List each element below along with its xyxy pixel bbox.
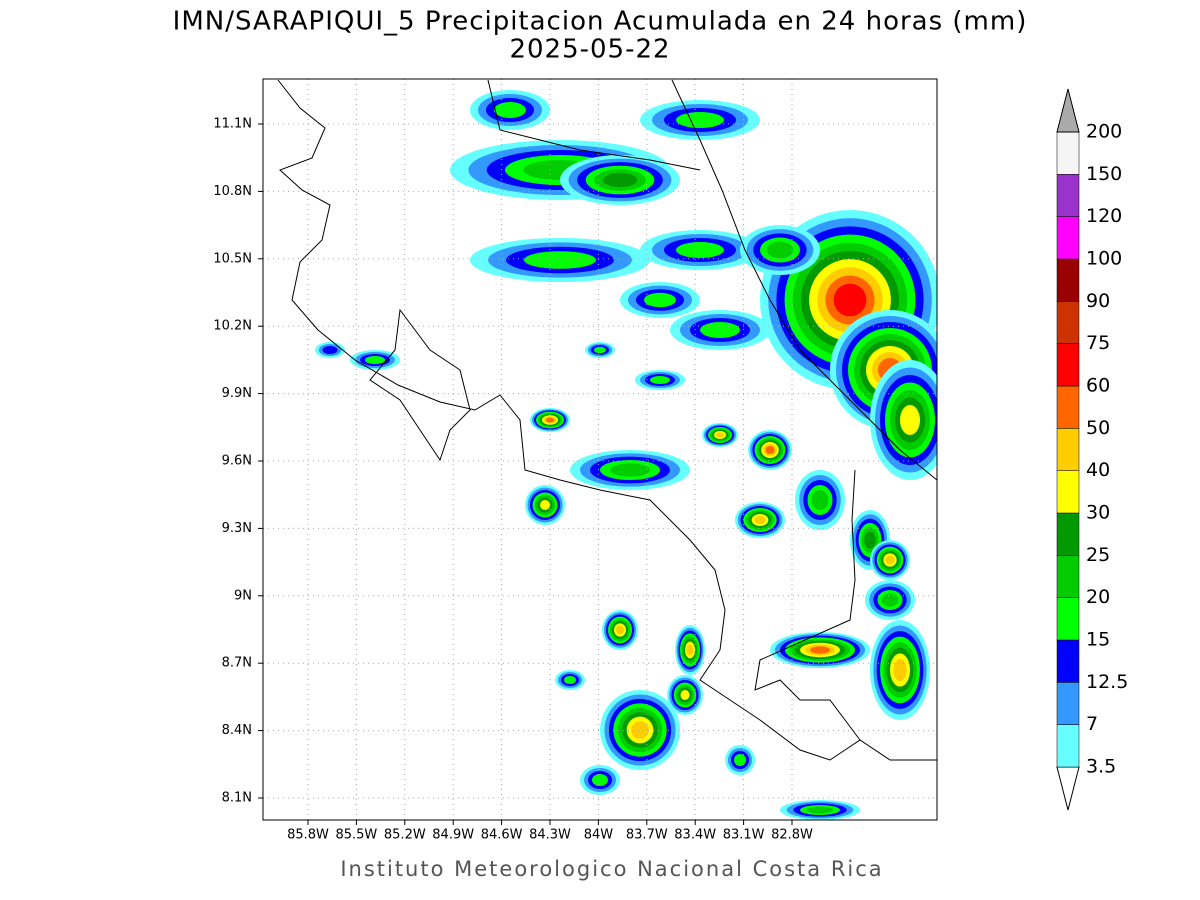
colorbar-low [1056, 766, 1080, 811]
precip-contour [602, 172, 638, 188]
colorbar-label: 120 [1086, 205, 1122, 227]
grid [258, 79, 937, 825]
colorbar-box [1056, 301, 1080, 344]
colorbar-box [1056, 131, 1080, 175]
precip-contour [365, 356, 385, 364]
colorbar-label: 3.5 [1086, 756, 1116, 778]
precip-contour [546, 417, 554, 423]
precip-contour [700, 322, 740, 338]
plot-frame [262, 78, 938, 821]
precip-contour [524, 251, 596, 269]
y-tick-label: 9N [234, 588, 252, 603]
precip-contour [810, 646, 830, 654]
precip-contour [644, 292, 676, 308]
precip-contour [686, 644, 694, 656]
x-tick-label: 84.3W [529, 828, 571, 843]
colorbar-box [1056, 724, 1080, 768]
precip-contour [811, 490, 829, 510]
precip-field [315, 90, 937, 820]
colorbar-label: 50 [1086, 417, 1110, 439]
y-tick-label: 11.1N [213, 117, 252, 132]
colorbar-label: 12.5 [1086, 671, 1128, 693]
colorbar-label: 7 [1086, 713, 1098, 735]
colorbar-label: 20 [1086, 586, 1110, 608]
precip-contour [766, 241, 794, 259]
precip-contour [564, 676, 576, 684]
precip-contour [893, 658, 907, 682]
y-tick-label: 10.8N [213, 184, 252, 199]
precip-contour [900, 405, 920, 435]
precip-contour [610, 463, 650, 477]
precip-contour [833, 283, 867, 317]
colorbar-box [1056, 682, 1080, 725]
colorbar-box [1056, 470, 1080, 514]
colorbar-label: 75 [1086, 332, 1110, 354]
precip-contour [734, 754, 746, 766]
x-tick-label: 83.4W [674, 828, 716, 843]
precip-contour [765, 446, 775, 454]
precip-contour [631, 721, 649, 739]
colorbar-high [1056, 88, 1080, 133]
x-tick-label: 84.6W [481, 828, 523, 843]
colorbar-box [1056, 343, 1080, 387]
x-tick-label: 85.2W [384, 828, 426, 843]
colorbar-box [1056, 428, 1080, 471]
precip-contour [676, 112, 724, 128]
x-tick-label: 85.8W [287, 828, 329, 843]
y-tick-label: 9.9N [222, 386, 252, 401]
subtitle: 2025-05-22 [509, 35, 670, 65]
colorbar-label: 150 [1086, 163, 1122, 185]
precip-contour [680, 690, 690, 700]
x-tick-label: 84.9W [432, 828, 474, 843]
colorbar: 3.5 7 12.5 15 20 25 30 40 50 60 75 90 100 120 150 200 [1056, 88, 1128, 811]
colorbar-box [1056, 216, 1080, 260]
colorbar-box [1056, 258, 1080, 302]
precip-contour [864, 531, 876, 549]
precip-contour [676, 242, 724, 258]
y-tick-label: 8.4N [222, 723, 252, 738]
colorbar-box [1056, 174, 1080, 217]
colorbar-box [1056, 555, 1080, 598]
colorbar-label: 90 [1086, 290, 1110, 312]
y-tick-label: 8.7N [222, 656, 252, 671]
precip-contour [540, 500, 550, 510]
y-tick-label: 10.5N [213, 251, 252, 266]
precip-contour [322, 346, 338, 354]
precip-contour [885, 555, 895, 565]
precip-contour [494, 102, 526, 118]
colorbar-label: 200 [1086, 121, 1122, 143]
precip-contour [881, 593, 899, 607]
precip-contour [806, 806, 834, 814]
y-tick-label: 9.6N [222, 454, 252, 469]
colorbar-label: 30 [1086, 502, 1110, 524]
precip-contour [754, 516, 766, 524]
x-tick-label: 82.8W [771, 828, 813, 843]
x-tick-label: 85.5W [335, 828, 377, 843]
precip-contour [650, 376, 670, 384]
colorbar-label: 15 [1086, 629, 1110, 651]
precip-contour [592, 774, 608, 786]
y-tick-label: 9.3N [222, 521, 252, 536]
y-tick-label: 10.2N [213, 319, 252, 334]
x-tick-label: 84W [584, 828, 614, 843]
colorbar-label: 100 [1086, 248, 1122, 270]
colorbar-label: 60 [1086, 375, 1110, 397]
title: IMN/SARAPIQUI_5 Precipitacion Acumulada … [173, 7, 1028, 37]
precip-contour [716, 432, 724, 438]
coastlines [277, 79, 937, 761]
footer: Instituto Meteorologico Nacional Costa R… [340, 857, 883, 881]
colorbar-box [1056, 385, 1080, 429]
colorbar-box [1056, 512, 1080, 556]
x-tick-label: 83.1W [723, 828, 765, 843]
colorbar-label: 40 [1086, 459, 1110, 481]
colorbar-box [1056, 597, 1080, 641]
precip-contour [594, 346, 606, 354]
x-tick-label: 83.7W [626, 828, 668, 843]
colorbar-label: 25 [1086, 544, 1110, 566]
y-tick-label: 8.1N [222, 791, 252, 806]
colorbar-box [1056, 639, 1080, 683]
precip-contour [616, 625, 624, 635]
